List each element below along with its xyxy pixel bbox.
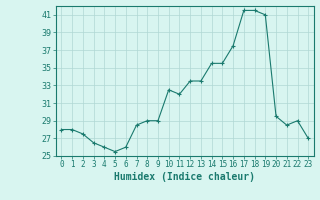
X-axis label: Humidex (Indice chaleur): Humidex (Indice chaleur)	[114, 172, 255, 182]
